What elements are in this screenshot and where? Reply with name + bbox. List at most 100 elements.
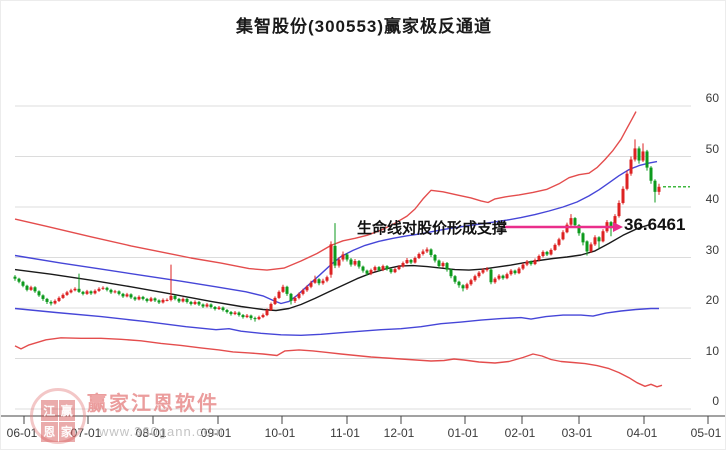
candle-body <box>57 297 61 301</box>
candle-body <box>69 290 73 293</box>
candle-body <box>633 148 637 160</box>
candle-body <box>245 315 249 318</box>
candle-body <box>505 274 509 279</box>
candle-body <box>393 269 397 273</box>
candle-body <box>81 291 85 294</box>
candle-body <box>193 301 197 304</box>
candle-body <box>189 301 193 304</box>
candle-body <box>437 260 441 267</box>
watermark-url-text: www.360gann.com <box>99 424 224 439</box>
candle-body <box>549 249 553 255</box>
candle-body <box>581 233 585 243</box>
x-axis-label: 02-01 <box>504 426 536 440</box>
x-axis-label: 01-01 <box>447 426 479 440</box>
candle-body <box>533 260 537 265</box>
lower_blue-line <box>14 307 659 336</box>
candle-body <box>217 307 221 310</box>
candle-body <box>493 278 497 283</box>
candle-body <box>13 276 17 279</box>
candle-body <box>381 266 385 271</box>
x-axis-label: 04-01 <box>626 426 658 440</box>
candle-body <box>629 159 633 174</box>
candle-body <box>181 298 185 302</box>
candle-body <box>277 291 281 298</box>
candle-body <box>413 258 417 263</box>
x-axis-label: 11-01 <box>330 426 360 440</box>
candle-body <box>373 267 377 271</box>
candle-body <box>637 148 641 161</box>
candle-body <box>425 249 429 252</box>
candle-body <box>649 167 653 181</box>
candle-body <box>201 304 205 307</box>
upper_blue-line <box>14 160 658 305</box>
candle-body <box>153 298 157 301</box>
y-axis-label: 40 <box>705 192 719 206</box>
logo-char: 江 <box>41 400 58 421</box>
candle-body <box>653 180 657 192</box>
candle-body <box>89 291 93 294</box>
y-axis-label: 50 <box>705 141 719 156</box>
candle-body <box>341 254 345 260</box>
candle-body <box>529 261 533 265</box>
candle-body <box>585 241 589 252</box>
y-axis-label: 0 <box>712 394 719 408</box>
candle-body <box>45 298 49 302</box>
candle-body <box>281 286 285 292</box>
candle-body <box>405 260 409 264</box>
candle-body <box>621 188 625 203</box>
candle-body <box>209 304 213 307</box>
candle-body <box>445 263 449 270</box>
candle-body <box>117 291 121 294</box>
candle-body <box>421 251 425 254</box>
candle-body <box>41 295 45 299</box>
candle-body <box>625 173 629 189</box>
candle-body <box>197 301 201 305</box>
candle-body <box>173 295 177 299</box>
candle-body <box>65 292 69 295</box>
x-axis-label: 06-01 <box>6 426 38 440</box>
candle-body <box>237 312 241 316</box>
candle-body <box>473 276 477 281</box>
candle-body <box>265 310 269 316</box>
candle-body <box>461 285 465 289</box>
candle-body <box>165 299 169 301</box>
candle-body <box>517 268 521 274</box>
lifeline-line <box>14 223 652 312</box>
candle-body <box>133 297 137 300</box>
candle-body <box>525 261 529 265</box>
candle-body <box>169 295 173 300</box>
candle-body <box>397 266 401 270</box>
x-axis-label: 10-01 <box>264 426 296 440</box>
candle-body <box>253 318 257 320</box>
candle-body <box>321 280 325 284</box>
candle-body <box>453 276 457 282</box>
candle-body <box>417 253 421 259</box>
candle-body <box>77 288 81 292</box>
candle-body <box>457 281 461 286</box>
logo-seal: 江 赢 恩 家 <box>41 400 75 442</box>
candle-body <box>513 270 517 274</box>
candle-body <box>113 291 117 293</box>
candle-body <box>249 315 253 319</box>
candle-body <box>521 264 525 269</box>
candle-body <box>301 290 305 294</box>
candle-body <box>269 303 273 311</box>
x-axis-label: 05-01 <box>690 426 722 440</box>
lifeline-support-annotation: 生命线对股价形成支撑 <box>357 220 508 237</box>
logo-char: 家 <box>58 421 75 442</box>
candle-body <box>97 288 101 291</box>
candle-body <box>489 269 493 283</box>
candle-body <box>597 237 601 242</box>
candle-body <box>357 261 361 267</box>
candle-body <box>557 239 561 245</box>
candle-body <box>53 300 57 304</box>
candle-body <box>125 294 129 297</box>
page-title: 集智股份(300553)赢家极反通道 <box>235 17 493 36</box>
candle-body <box>61 294 65 298</box>
candle-body <box>377 267 381 271</box>
candle-body <box>105 287 109 290</box>
candle-body <box>385 266 389 270</box>
candle-body <box>485 268 489 271</box>
